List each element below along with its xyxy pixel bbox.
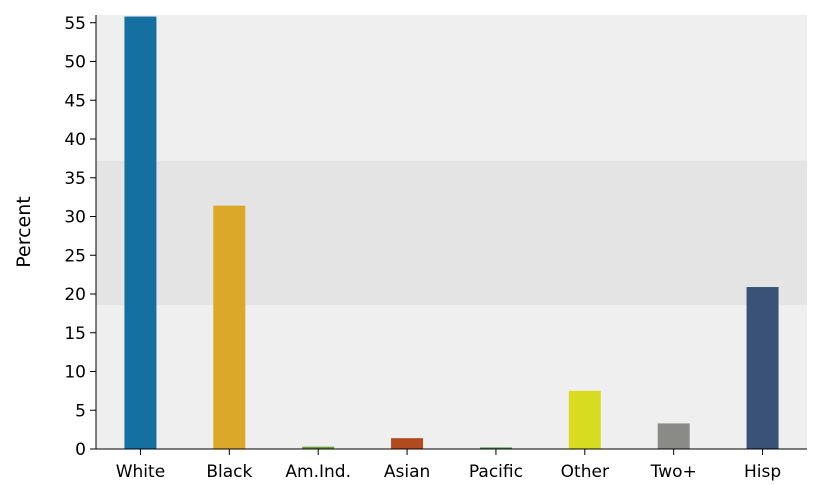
x-category-label: Am.Ind. (285, 462, 351, 482)
y-tick-label: 20 (64, 285, 86, 305)
y-tick-label: 5 (75, 401, 86, 421)
bar-am-ind (302, 446, 335, 449)
x-category-label: Black (206, 462, 252, 482)
y-tick-label: 10 (64, 363, 86, 383)
y-tick-label: 25 (64, 246, 86, 266)
x-category-label: Pacific (469, 462, 523, 482)
x-category-label: Asian (384, 462, 430, 482)
x-category-label: White (116, 462, 165, 482)
y-tick-label: 30 (64, 208, 86, 228)
y-tick-label: 50 (64, 53, 86, 73)
bar-asian (391, 438, 424, 449)
y-tick-label: 40 (64, 130, 86, 150)
x-category-label: Other (561, 462, 609, 482)
y-tick-label: 35 (64, 169, 86, 189)
y-tick-label: 0 (75, 440, 86, 460)
y-tick-label: 55 (64, 14, 86, 34)
bar-white (124, 16, 157, 450)
y-axis-title: Percent (13, 196, 35, 268)
y-tick-label: 15 (64, 324, 86, 344)
bar-hisp (746, 287, 779, 449)
bar-pacific (479, 447, 512, 449)
bar-black (213, 205, 246, 449)
x-category-label: Two+ (650, 462, 697, 482)
y-tick-label: 45 (64, 91, 86, 111)
x-category-label: Hisp (744, 462, 781, 482)
bar-two (657, 423, 690, 449)
bar-other (568, 390, 601, 449)
shaded-band (96, 160, 807, 305)
